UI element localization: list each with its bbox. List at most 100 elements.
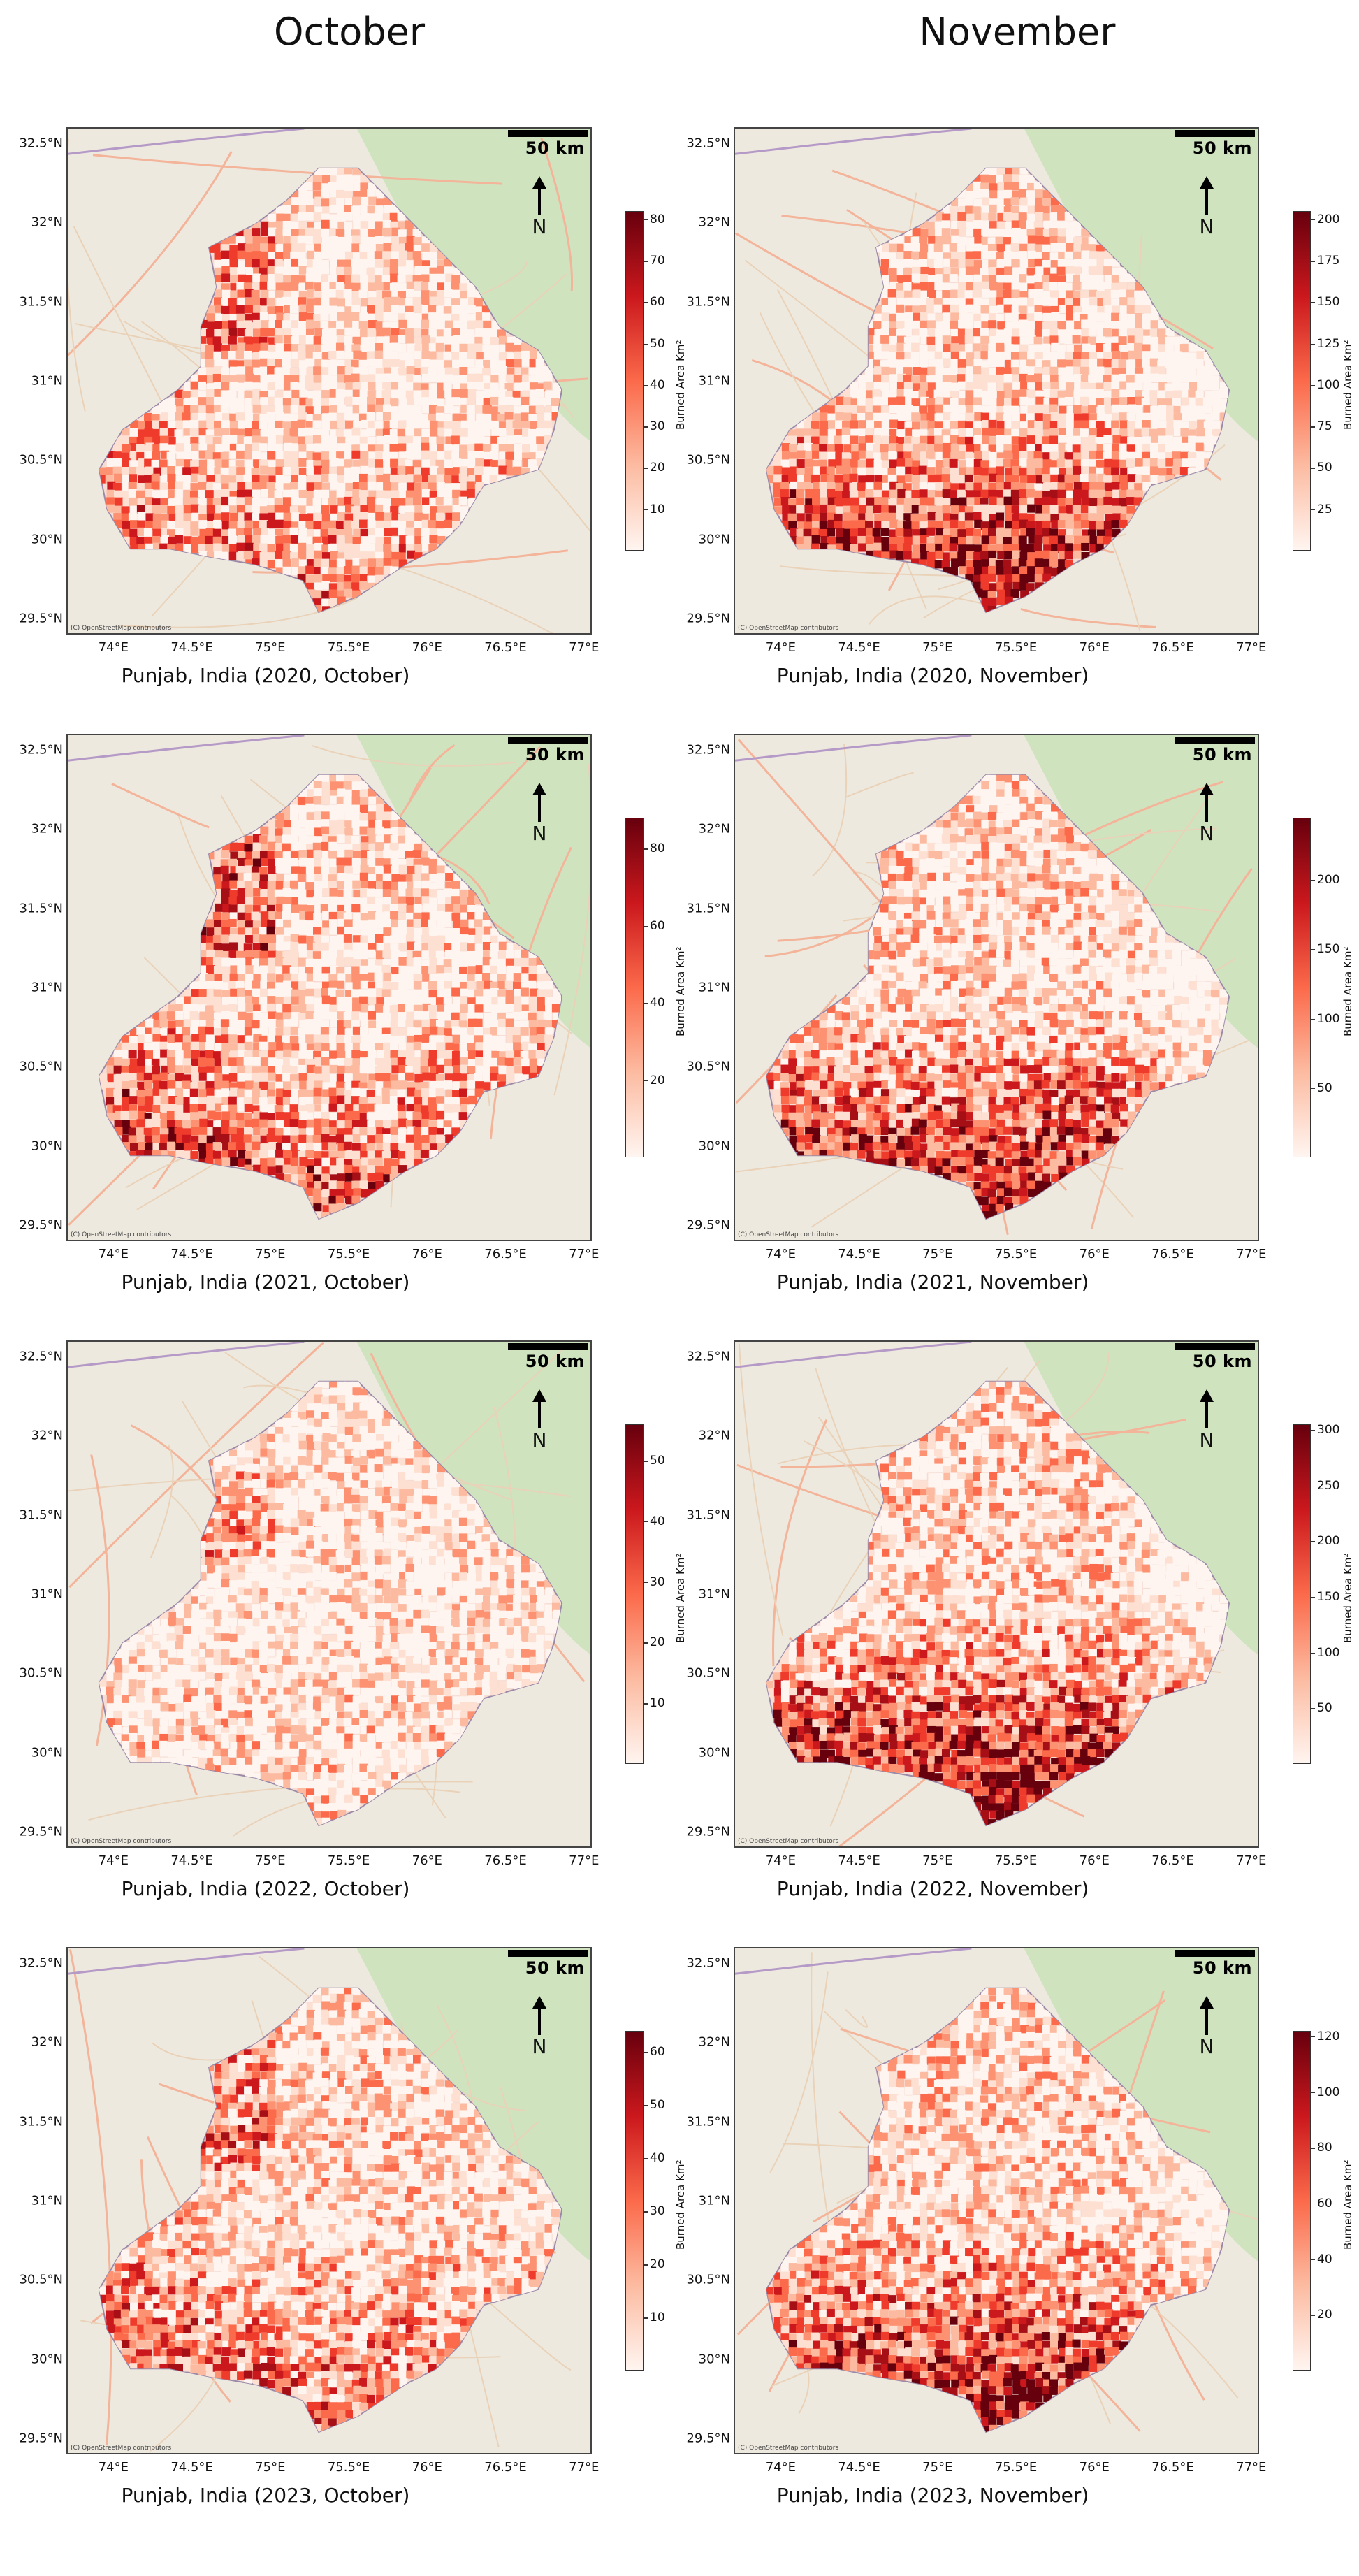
burn-cell [920, 312, 929, 321]
burn-cell [428, 343, 437, 352]
burn-cell [1066, 514, 1075, 523]
burn-cell [437, 919, 446, 928]
burn-cell [305, 312, 314, 321]
burn-cell [873, 459, 882, 468]
burn-cell [329, 505, 338, 514]
burn-cell [1057, 298, 1066, 307]
burn-cell [475, 926, 484, 935]
burn-cell [359, 558, 368, 567]
burn-cell [245, 413, 254, 422]
burn-cell [268, 344, 277, 353]
burn-cell [291, 841, 300, 851]
burn-cell [490, 467, 500, 476]
burn-cell [321, 282, 330, 291]
burn-cell [398, 266, 407, 275]
burn-cell [275, 206, 284, 215]
burn-cell [313, 336, 322, 345]
burn-cell [950, 420, 959, 429]
burn-cell [145, 505, 154, 514]
burn-cell [1080, 375, 1089, 384]
burn-cell [980, 335, 989, 345]
burn-cell [919, 344, 928, 353]
burn-cell [1018, 229, 1027, 238]
burn-cell [275, 374, 284, 383]
burn-cell [282, 827, 291, 837]
burn-cell [1073, 227, 1082, 236]
burn-cell [535, 405, 544, 414]
burn-cell [972, 290, 981, 299]
burn-cell [1072, 505, 1081, 514]
burn-cell [1020, 405, 1029, 414]
burn-cell [911, 437, 920, 446]
burn-cell [1166, 390, 1175, 399]
burn-cell [1003, 259, 1012, 268]
burn-cell [1134, 290, 1143, 299]
burn-cell [136, 467, 145, 476]
burn-cell [414, 521, 423, 530]
burn-cell [398, 498, 407, 507]
burn-cell [389, 842, 398, 851]
burn-cell [819, 521, 828, 530]
road-line [92, 154, 503, 185]
burn-cell [375, 305, 384, 314]
burn-cell [1058, 251, 1067, 260]
burn-cell [995, 198, 1004, 208]
burn-cell [828, 459, 837, 468]
burn-cell [299, 304, 308, 313]
burn-cell [965, 520, 974, 529]
burn-cell [106, 497, 115, 506]
burn-cell [159, 428, 168, 437]
burn-cell [957, 529, 966, 538]
burn-cell [282, 213, 291, 222]
burn-cell [138, 498, 147, 507]
burn-cell [1112, 489, 1121, 498]
burn-cell [996, 268, 1005, 277]
burn-cell [251, 911, 260, 920]
burn-cell [913, 383, 922, 392]
burn-cell [843, 520, 852, 529]
burn-cell [298, 344, 307, 353]
burn-cell [483, 375, 492, 384]
burn-cell [384, 435, 393, 444]
burn-cell [1179, 467, 1189, 476]
burn-cell [1073, 465, 1082, 475]
burn-cell [321, 267, 330, 276]
burn-cell [321, 375, 330, 384]
burn-cell [451, 957, 460, 967]
burn-cell [811, 535, 820, 544]
burn-cell [1103, 435, 1112, 444]
burn-cell [926, 351, 936, 360]
burn-cell [887, 474, 896, 483]
burn-cell [951, 382, 960, 391]
burn-cell [942, 420, 951, 429]
burn-cell [383, 267, 392, 276]
burn-cell [896, 412, 906, 421]
burn-cell [966, 490, 975, 499]
burn-cell [881, 497, 890, 506]
burn-cell [1042, 421, 1052, 430]
burn-cell [857, 412, 866, 421]
burn-cell [297, 382, 306, 391]
burn-cell [483, 352, 492, 361]
burn-cell [268, 475, 277, 484]
burn-cell [405, 405, 414, 414]
burn-cell [981, 289, 990, 298]
burn-cell [321, 305, 330, 314]
burn-cell [1135, 442, 1144, 451]
burn-cell [298, 897, 307, 906]
burn-cell [366, 412, 375, 421]
burn-cell [966, 237, 975, 246]
burn-cell [835, 412, 844, 421]
burn-cell [391, 328, 400, 337]
burn-cell [368, 366, 377, 375]
burn-cell [252, 834, 261, 843]
burn-cell [198, 444, 208, 453]
burn-cell [919, 367, 928, 376]
burn-cell [1105, 367, 1114, 376]
burn-cell [436, 321, 445, 330]
burn-cell [499, 344, 508, 353]
burn-cell [137, 483, 146, 492]
burn-cell [260, 397, 269, 406]
burn-cell [314, 958, 323, 967]
burn-cell [544, 412, 553, 421]
